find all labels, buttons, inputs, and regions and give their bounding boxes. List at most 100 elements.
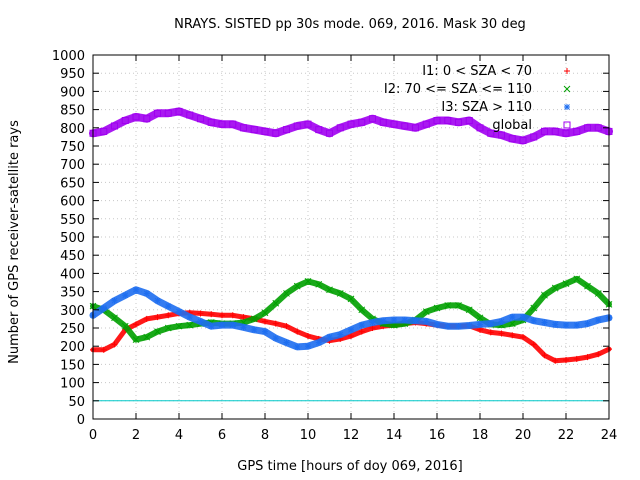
data-point: [208, 311, 215, 318]
data-point-stroke: [283, 290, 290, 297]
y-tick-label: 350: [60, 286, 85, 301]
data-point-stroke: [293, 282, 301, 290]
data-point-stroke: [219, 322, 225, 328]
data-point: [305, 343, 311, 350]
legend-marker-stroke: [564, 104, 570, 110]
data-point: [283, 323, 290, 330]
data-point: [336, 290, 344, 297]
data-point: [315, 126, 323, 134]
data-point: [401, 316, 408, 323]
data-point: [433, 304, 441, 312]
data-point: [520, 334, 526, 341]
data-point: [262, 328, 268, 335]
data-point: [541, 127, 548, 135]
data-point: [186, 321, 194, 329]
data-point-stroke: [132, 336, 140, 344]
data-point: [154, 109, 161, 117]
data-point-stroke: [563, 322, 569, 328]
data-point-stroke: [584, 320, 591, 327]
data-point: [379, 118, 387, 126]
x-tick-label: 2: [132, 428, 140, 443]
data-point: [111, 122, 118, 130]
data-point-stroke: [154, 328, 161, 335]
data-point: [337, 331, 344, 338]
data-point: [455, 118, 462, 126]
y-tick-label: 700: [60, 158, 85, 173]
legend-marker: [563, 85, 571, 93]
data-point: [111, 341, 118, 348]
data-point-stroke: [573, 275, 581, 283]
data-point: [326, 129, 333, 137]
x-tick-label: 12: [343, 428, 360, 443]
y-tick-label: 500: [60, 231, 85, 246]
data-point: [594, 290, 602, 297]
data-point: [584, 354, 591, 361]
data-point: [250, 315, 258, 323]
data-point-stroke: [186, 314, 193, 320]
data-point-stroke: [508, 320, 516, 327]
tick-layer: 0501001502002503003504004505005506006507…: [52, 49, 617, 443]
data-point: [143, 333, 151, 341]
data-point-stroke: [434, 321, 440, 328]
data-point-stroke: [466, 322, 473, 329]
data-point: [100, 346, 107, 353]
data-point: [498, 318, 505, 325]
data-point-stroke: [433, 304, 441, 312]
data-point: [401, 122, 409, 130]
data-point: [262, 318, 268, 325]
data-point: [111, 314, 118, 322]
data-point: [584, 282, 591, 290]
data-point: [304, 120, 312, 128]
y-tick-label: 250: [60, 322, 85, 337]
data-point-stroke: [186, 321, 194, 329]
data-point: [487, 320, 494, 327]
data-point: [563, 357, 569, 364]
data-point-stroke: [477, 321, 483, 328]
data-point: [294, 343, 301, 350]
data-point: [444, 117, 452, 125]
data-point: [283, 290, 290, 297]
data-point-stroke: [272, 335, 279, 342]
data-point: [551, 127, 559, 135]
data-point-stroke: [380, 317, 387, 324]
data-point: [240, 124, 247, 132]
data-point-stroke: [487, 320, 494, 327]
data-point-stroke: [541, 291, 548, 299]
y-tick-label: 50: [68, 395, 85, 410]
data-point-stroke: [584, 282, 591, 290]
data-point-stroke: [176, 308, 182, 315]
data-point-stroke: [476, 314, 484, 322]
data-point: [250, 126, 258, 134]
data-point: [272, 335, 279, 342]
data-point: [412, 124, 419, 132]
data-point: [348, 326, 354, 333]
y-tick-label: 300: [60, 304, 85, 319]
y-tick-label: 900: [60, 85, 85, 100]
data-point: [132, 336, 140, 344]
data-point: [358, 306, 366, 314]
data-point: [305, 333, 311, 340]
data-point: [423, 318, 430, 325]
x-tick-label: 0: [89, 428, 97, 443]
y-tick-label: 850: [60, 104, 85, 119]
data-point-stroke: [240, 324, 247, 331]
data-point: [487, 129, 495, 137]
data-point: [390, 120, 398, 128]
data-layer: [89, 107, 613, 402]
data-point: [519, 137, 527, 145]
data-point-stroke: [541, 319, 548, 326]
data-point: [165, 312, 172, 319]
data-point-stroke: [121, 322, 129, 330]
data-point: [133, 286, 139, 293]
data-point-stroke: [358, 306, 366, 314]
data-point: [422, 120, 430, 128]
legend-label: global: [492, 118, 532, 133]
data-point-stroke: [326, 286, 333, 294]
data-point-stroke: [261, 309, 269, 317]
data-point: [229, 120, 237, 128]
data-point: [551, 284, 559, 292]
y-tick-label: 400: [60, 267, 85, 282]
data-point: [100, 127, 108, 135]
data-point: [422, 308, 430, 315]
y-tick-label: 1000: [52, 49, 85, 64]
